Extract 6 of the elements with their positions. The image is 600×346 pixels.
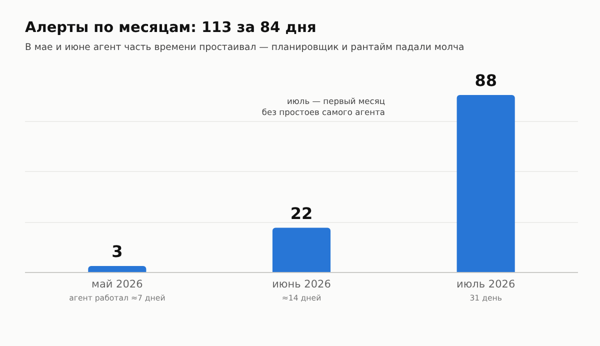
data-label: 22: [290, 204, 313, 223]
annotation: июль — первый месяц без простоев самого агента: [262, 96, 386, 118]
chart-subtitle: В мае и июне агент часть времени простаивал — планировщик и рантайм падали молча: [25, 42, 464, 53]
chart-title: Алерты по месяцам: 113 за 84 дня: [25, 20, 316, 36]
data-label: 3: [112, 242, 123, 262]
data-label: 88: [474, 71, 497, 90]
